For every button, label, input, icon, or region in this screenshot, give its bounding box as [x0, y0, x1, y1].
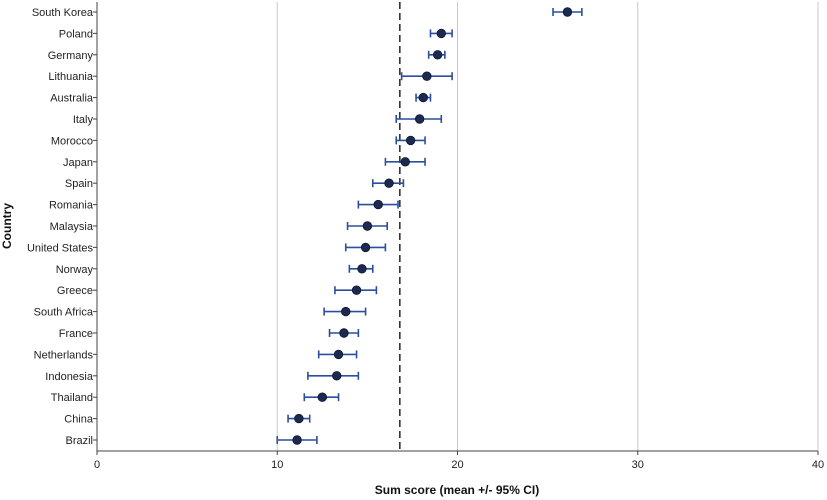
- category-label: Norway: [56, 264, 94, 276]
- category-label: Morocco: [51, 135, 93, 147]
- category-label: Poland: [59, 28, 93, 40]
- mean-point: [418, 92, 428, 103]
- mean-point: [405, 135, 416, 146]
- x-tick-label: 10: [271, 459, 283, 471]
- category-label: Greece: [57, 285, 93, 297]
- category-label: Thailand: [51, 392, 93, 404]
- x-tick-label: 0: [94, 459, 100, 471]
- mean-point: [351, 285, 362, 295]
- x-tick-label: 30: [632, 459, 644, 471]
- x-axis-title: Sum score (mean +/- 95% CI): [375, 483, 539, 497]
- category-label: Australia: [50, 93, 94, 105]
- category-label: Spain: [65, 178, 93, 190]
- y-axis-title: Country: [0, 203, 14, 249]
- mean-point: [360, 242, 371, 253]
- category-label: Lithuania: [48, 71, 94, 83]
- category-labels: South Korea Poland Germany Lithuania Austral…: [27, 7, 94, 447]
- mean-point: [436, 28, 446, 39]
- mean-point: [400, 157, 410, 167]
- category-label: Malaysia: [50, 221, 94, 233]
- category-label: Italy: [73, 114, 94, 126]
- category-label: Netherlands: [34, 349, 94, 361]
- category-label: Indonesia: [45, 371, 94, 383]
- mean-point: [362, 221, 373, 231]
- mean-point: [332, 371, 342, 381]
- x-tick-label: 20: [451, 459, 463, 471]
- mean-point: [294, 413, 304, 424]
- mean-point: [562, 7, 573, 17]
- x-tick-labels: 0 10 20 30 40: [94, 459, 824, 471]
- mean-point: [414, 114, 425, 124]
- category-label: South Africa: [34, 307, 94, 319]
- category-label: Romania: [49, 200, 94, 212]
- category-label: United States: [27, 242, 94, 254]
- data-marks: [276, 7, 583, 445]
- x-tick-label: 40: [812, 459, 824, 471]
- category-label: Germany: [48, 50, 94, 62]
- mean-point: [341, 306, 351, 317]
- axes: [93, 2, 819, 455]
- gridlines: [276, 2, 819, 451]
- category-label: China: [64, 414, 94, 426]
- mean-point: [339, 328, 349, 338]
- category-label: Brazil: [65, 435, 93, 447]
- category-label: France: [59, 328, 93, 340]
- mean-point: [384, 178, 394, 188]
- mean-point: [422, 71, 432, 81]
- mean-point: [317, 392, 328, 402]
- category-label: Japan: [63, 157, 93, 169]
- mean-point: [292, 435, 302, 445]
- category-label: South Korea: [32, 7, 94, 19]
- mean-point: [357, 264, 367, 274]
- mean-point: [373, 199, 383, 210]
- mean-point: [432, 50, 443, 60]
- mean-point: [333, 349, 344, 360]
